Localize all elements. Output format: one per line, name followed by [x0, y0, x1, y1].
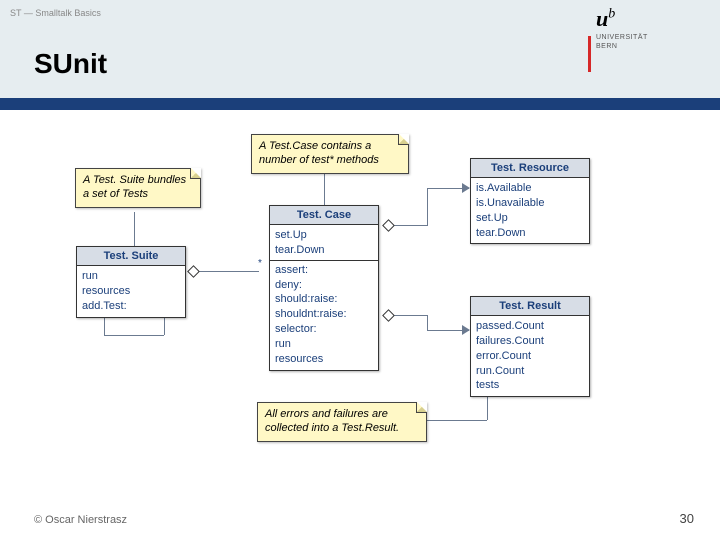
class-method: tear.Down	[275, 243, 373, 258]
connector	[427, 188, 428, 226]
uml-diagram: * A Test. Suite bundles a set of Tests A…	[0, 120, 720, 490]
page-title: SUnit	[34, 48, 107, 80]
class-method: run	[275, 337, 373, 352]
page-number: 30	[680, 511, 694, 526]
logo-b: b	[608, 7, 615, 22]
connector	[391, 225, 427, 226]
note-testresult: All errors and failures are collected in…	[257, 402, 427, 442]
class-method: tear.Down	[476, 226, 584, 241]
class-body: passed.Count failures.Count error.Count …	[471, 316, 589, 396]
logo-uni-line1: UNIVERSITÄT	[596, 34, 696, 41]
logo-uni-line2: BERN	[596, 43, 696, 50]
class-testsuite: Test. Suite run resources add.Test:	[76, 246, 186, 318]
note-testsuite: A Test. Suite bundles a set of Tests	[75, 168, 201, 208]
class-method: add.Test:	[82, 299, 180, 314]
class-method: set.Up	[476, 211, 584, 226]
class-method: error.Count	[476, 349, 584, 364]
class-method: run.Count	[476, 364, 584, 379]
nav-bar	[0, 98, 720, 110]
note-testcase: A Test.Case contains a number of test* m…	[251, 134, 409, 174]
class-method: failures.Count	[476, 334, 584, 349]
connector	[427, 420, 487, 421]
class-testresult: Test. Result passed.Count failures.Count…	[470, 296, 590, 397]
class-method: tests	[476, 378, 584, 393]
class-method: run	[82, 269, 180, 284]
class-title: Test. Case	[270, 206, 378, 225]
class-method: shouldnt:raise:	[275, 307, 373, 322]
connector	[134, 212, 135, 246]
separator	[270, 260, 378, 261]
class-title: Test. Suite	[77, 247, 185, 266]
class-body: is.Available is.Unavailable set.Up tear.…	[471, 178, 589, 243]
class-method: is.Unavailable	[476, 196, 584, 211]
class-body: set.Up tear.Down assert: deny: should:ra…	[270, 225, 378, 370]
aggregation-diamond-icon	[382, 309, 395, 322]
breadcrumb: ST — Smalltalk Basics	[10, 8, 101, 18]
footer-copyright: © Oscar Nierstrasz	[34, 514, 127, 526]
aggregation-diamond-icon	[187, 265, 200, 278]
class-method: is.Available	[476, 181, 584, 196]
arrowhead-icon	[462, 183, 470, 193]
slide: ST — Smalltalk Basics SUnit ub UNIVERSIT…	[0, 0, 720, 540]
connector	[196, 271, 259, 272]
university-logo: ub UNIVERSITÄT BERN	[596, 6, 696, 50]
aggregation-diamond-icon	[382, 219, 395, 232]
class-method: resources	[82, 284, 180, 299]
logo-ub: ub	[596, 6, 696, 32]
class-body: run resources add.Test:	[77, 266, 185, 317]
class-title: Test. Resource	[471, 159, 589, 178]
class-method: selector:	[275, 322, 373, 337]
arrowhead-icon	[462, 325, 470, 335]
class-method: should:raise:	[275, 292, 373, 307]
class-title: Test. Result	[471, 297, 589, 316]
class-testresource: Test. Resource is.Available is.Unavailab…	[470, 158, 590, 244]
class-method: set.Up	[275, 228, 373, 243]
class-method: passed.Count	[476, 319, 584, 334]
class-method: resources	[275, 352, 373, 367]
connector	[391, 315, 427, 316]
connector	[427, 315, 428, 330]
multiplicity-label: *	[258, 258, 262, 269]
connector	[104, 335, 164, 336]
connector	[324, 168, 325, 205]
class-method: deny:	[275, 278, 373, 293]
logo-accent-bar	[588, 36, 591, 72]
class-testcase: Test. Case set.Up tear.Down assert: deny…	[269, 205, 379, 371]
class-method: assert:	[275, 263, 373, 278]
logo-u: u	[596, 6, 608, 31]
